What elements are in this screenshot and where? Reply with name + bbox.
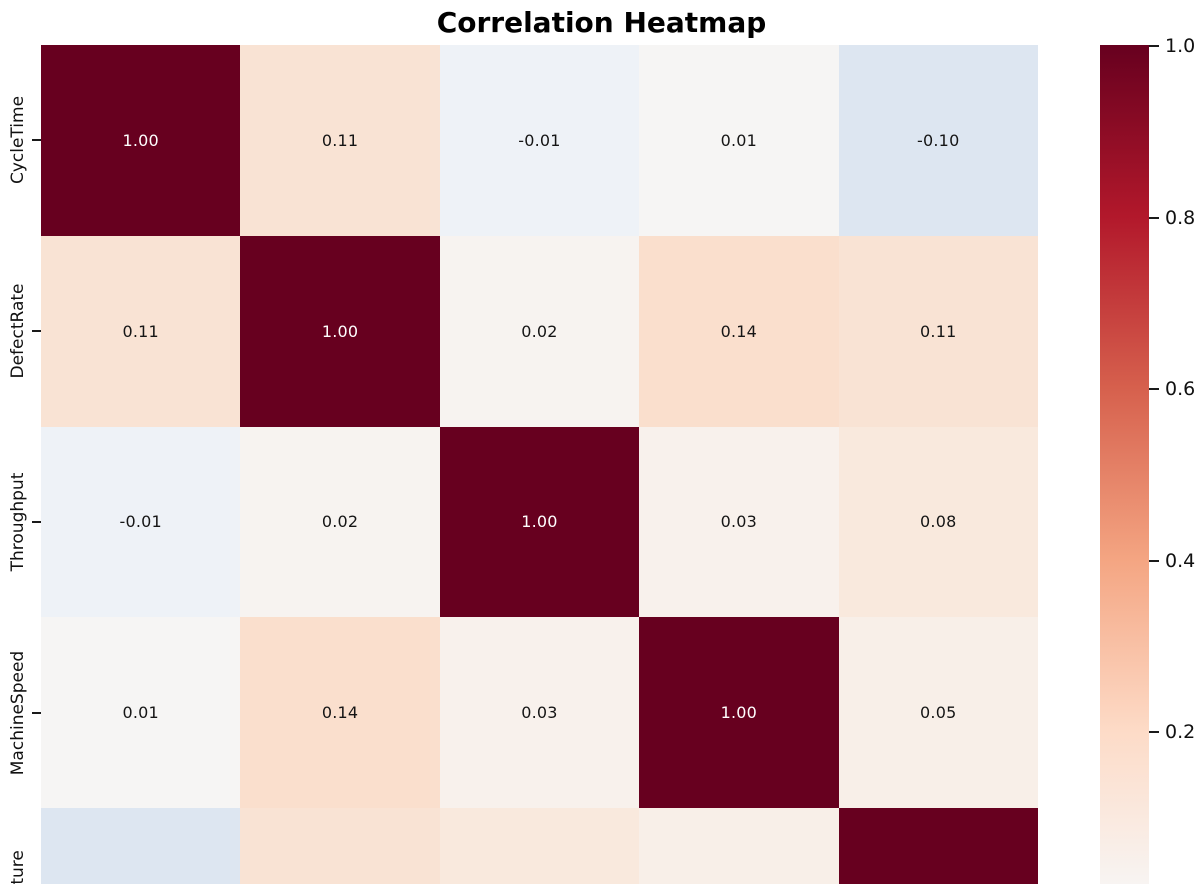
colorbar-gradient — [1100, 45, 1149, 884]
y-axis-label: MachineSpeed — [8, 650, 28, 776]
cell-value: 1.00 — [321, 321, 359, 341]
cell-value: 1.00 — [521, 512, 558, 532]
cell-value: 1.00 — [122, 130, 159, 150]
colorbar — [1100, 45, 1149, 884]
cell-value: -0.01 — [119, 512, 162, 532]
y-axis-label: DefectRate — [8, 283, 28, 379]
heatmap-cell: 1.00 — [439, 426, 640, 618]
colorbar-tick-label: 0.2 — [1165, 721, 1196, 743]
heatmap-cell: 0.05 — [838, 617, 1038, 809]
heatmap-cell: 0.14 — [240, 617, 440, 809]
colorbar-tick — [1149, 559, 1159, 562]
cell-value: 0.02 — [521, 321, 558, 341]
heatmap-cell: 0.11 — [240, 808, 440, 884]
cell-value: -0.01 — [518, 130, 561, 150]
cell-value: 0.03 — [521, 703, 558, 723]
heatmap-cell: -0.10 — [838, 45, 1038, 236]
cell-value: 0.11 — [122, 321, 159, 341]
y-axis-label: CycleTime — [8, 96, 28, 185]
heatmap-cell: 1.00 — [639, 617, 839, 809]
heatmap-cell: 0.02 — [439, 235, 640, 427]
heatmap-cell: 0.08 — [439, 808, 640, 884]
colorbar-tick — [1149, 731, 1159, 733]
y-axis-tick — [32, 139, 41, 142]
cell-value: 1.00 — [720, 703, 758, 723]
colorbar-tick — [1149, 216, 1159, 219]
colorbar-tick-label: 0.8 — [1165, 206, 1196, 229]
heatmap-cell: 1.00 — [41, 45, 241, 236]
cell-value: 0.01 — [122, 703, 159, 723]
colorbar-tick — [1149, 45, 1159, 47]
cell-value: 0.05 — [920, 703, 957, 723]
colorbar-tick-label: 1.0 — [1165, 35, 1196, 57]
heatmap-cell: 0.01 — [41, 617, 241, 809]
heatmap-cell: 1.00 — [240, 235, 440, 427]
colorbar-tick-label: 0.6 — [1165, 378, 1196, 400]
heatmap-cell: 0.02 — [240, 426, 440, 618]
y-axis-tick — [32, 711, 41, 714]
y-axis-tick — [32, 330, 41, 333]
heatmap-cell: 0.11 — [240, 45, 440, 236]
cell-value: 0.14 — [720, 321, 758, 341]
y-axis-label: Throughput — [8, 472, 28, 572]
y-axis-label: Temperature — [8, 850, 28, 884]
heatmap-cell: 0.08 — [838, 426, 1038, 618]
heatmap-cell: -0.01 — [41, 426, 241, 618]
cell-value: 0.14 — [321, 703, 359, 723]
cell-value: 0.03 — [720, 512, 758, 532]
colorbar-tick — [1149, 388, 1159, 390]
heatmap-cell: -0.01 — [439, 45, 640, 236]
cell-value: 0.11 — [321, 130, 359, 150]
cell-value: -0.10 — [917, 130, 960, 150]
colorbar-tick-label: 0.4 — [1165, 549, 1196, 572]
chart-title: Correlation Heatmap — [436, 6, 767, 39]
heatmap-grid: 1.00 0.11 -0.01 0.01 -0.10 0.11 1.00 0.02 0.14 0.… — [41, 45, 1038, 884]
heatmap-cell: 0.03 — [439, 617, 640, 809]
heatmap-cell: 0.05 — [639, 808, 839, 884]
heatmap-cell: 1.00 — [838, 808, 1038, 884]
cell-value: 0.02 — [321, 512, 359, 532]
heatmap-cell: 0.01 — [639, 45, 839, 236]
cell-value: 0.01 — [720, 130, 758, 150]
heatmap-cell: 0.14 — [639, 235, 839, 427]
heatmap-cell: 0.11 — [838, 235, 1038, 427]
heatmap-cell: -0.10 — [41, 808, 241, 884]
heatmap-cell: 0.03 — [639, 426, 839, 618]
heatmap-cell: 0.11 — [41, 235, 241, 427]
y-axis-tick — [32, 521, 41, 523]
cell-value: 0.08 — [920, 512, 957, 532]
cell-value: 0.11 — [920, 321, 957, 341]
